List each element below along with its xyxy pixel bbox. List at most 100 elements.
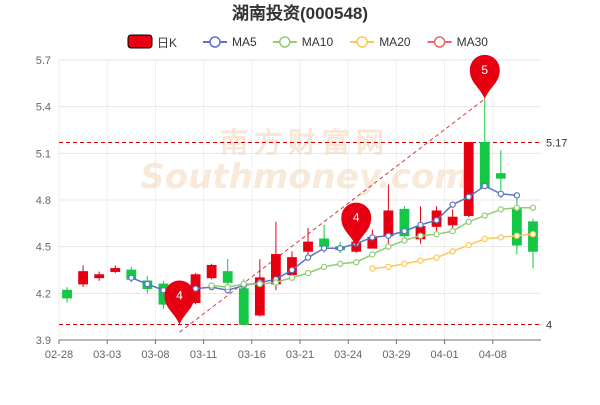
- ma-point: [433, 231, 440, 238]
- legend: 日K MA5 MA10 MA20 MA30: [127, 34, 489, 50]
- candle-body: [383, 210, 394, 237]
- y-tick-label: 4.5: [36, 242, 51, 254]
- candle-body: [78, 271, 88, 285]
- marker-pin: 4: [164, 280, 195, 325]
- ma-point: [497, 190, 505, 197]
- candle-body: [495, 173, 506, 179]
- candle: [495, 150, 506, 199]
- candle: [528, 218, 538, 269]
- ma-point: [497, 234, 505, 241]
- ma-point: [449, 248, 456, 255]
- x-tick-label: 03-29: [382, 349, 410, 361]
- reference-lines: 5.17 4: [59, 137, 567, 331]
- ma-point: [481, 182, 488, 190]
- candle-body: [206, 264, 217, 279]
- candle-body: [303, 241, 313, 252]
- legend-item-日k: 日K: [127, 34, 177, 50]
- legend-label: MA20: [379, 35, 411, 49]
- candle: [78, 265, 88, 288]
- candle: [512, 193, 522, 255]
- candle: [254, 259, 265, 317]
- ma-point: [513, 232, 521, 239]
- ma-point: [369, 265, 376, 272]
- candle-body: [479, 142, 490, 188]
- ma-point: [224, 283, 231, 291]
- ma-point: [385, 263, 392, 271]
- ma-point: [369, 234, 376, 241]
- axes: 3.9 4.2 4.5 4.8 5.1 5.4 5.7 02-28 03-03 03-08 03-1…: [36, 55, 541, 361]
- marker-pin: 4: [341, 202, 372, 247]
- ma-point: [481, 212, 488, 219]
- x-tick-label: 04-08: [479, 349, 507, 361]
- ma-point: [529, 231, 537, 238]
- ma-point: [417, 221, 424, 229]
- marker-pin: 5: [469, 54, 500, 99]
- ma-point: [320, 263, 328, 271]
- ma-point: [449, 227, 456, 235]
- ma-point: [529, 204, 537, 211]
- candle: [479, 98, 490, 190]
- markers: 4 4 5: [164, 54, 500, 325]
- ma-point: [144, 280, 151, 288]
- watermark: 南方财富网 Southmoney.com: [140, 126, 469, 197]
- ma-point: [481, 235, 488, 243]
- ma-point: [353, 259, 360, 266]
- candle-body: [399, 208, 410, 237]
- candle: [94, 271, 105, 281]
- x-tick-label: 03-16: [238, 349, 266, 361]
- ma-point: [336, 260, 344, 267]
- ma-point: [401, 227, 408, 235]
- x-tick-label: 04-01: [431, 349, 459, 361]
- ma-point: [288, 266, 296, 274]
- candle: [222, 259, 233, 286]
- ma-point: [256, 280, 264, 288]
- legend-label: 日K: [157, 36, 177, 50]
- legend-marker: [356, 36, 368, 48]
- candle-body: [62, 289, 72, 299]
- legend-label: MA30: [457, 35, 489, 49]
- y-tick-label: 3.9: [36, 335, 51, 347]
- ma-point: [369, 251, 376, 258]
- candle-body: [512, 207, 522, 246]
- ma-point: [336, 245, 344, 252]
- watermark-en: Southmoney.com: [140, 157, 469, 197]
- x-tick-label: 03-11: [190, 349, 217, 361]
- legend-marker: [209, 36, 221, 48]
- x-tick-label: 03-24: [334, 349, 362, 361]
- x-tick-label: 03-21: [286, 349, 314, 361]
- y-tick-label: 4.2: [36, 288, 51, 300]
- ma-point: [240, 280, 247, 288]
- legend-label: MA5: [232, 35, 257, 49]
- ma-point: [401, 237, 408, 244]
- ma-point: [417, 257, 424, 264]
- legend-item-ma5: MA5: [203, 35, 257, 49]
- y-tick-label: 5.1: [36, 148, 51, 160]
- ma-point: [288, 274, 296, 281]
- ma-point: [304, 254, 312, 261]
- y-tick-label: 4.8: [36, 195, 51, 207]
- candle-body: [238, 288, 249, 325]
- ma-point: [513, 192, 521, 199]
- ma-series-ma10: [208, 204, 537, 291]
- y-tick-label: 5.7: [36, 55, 51, 67]
- marker-pin-shape: [341, 202, 372, 247]
- legend-label: MA10: [302, 35, 334, 49]
- candle: [463, 142, 474, 218]
- trendline: [179, 98, 486, 333]
- reference-line-label: 4: [546, 319, 552, 331]
- ma-point: [128, 274, 135, 281]
- x-tick-label: 03-08: [141, 349, 169, 361]
- candle: [110, 265, 121, 274]
- y-tick-label: 5.4: [36, 102, 51, 114]
- marker-pin-shape: [164, 280, 195, 325]
- x-tick-label: 02-28: [45, 349, 73, 361]
- ma-point: [465, 193, 472, 201]
- ma-point: [465, 218, 472, 225]
- ma-point: [208, 282, 215, 289]
- ma-point: [192, 285, 199, 292]
- candle: [447, 209, 458, 228]
- candle-body: [447, 216, 458, 226]
- legend-item-ma20: MA20: [350, 35, 411, 49]
- ma-point: [513, 204, 521, 211]
